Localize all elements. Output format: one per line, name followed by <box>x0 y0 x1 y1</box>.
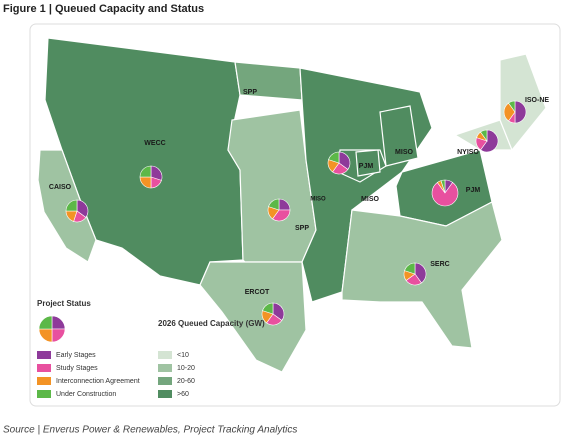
pie-wedge <box>431 182 459 207</box>
region-label: ISO-NE <box>525 97 549 104</box>
region-label: WECC <box>144 140 165 147</box>
legend-label: Early Stages <box>56 352 96 359</box>
region-label: ERCOT <box>245 289 270 296</box>
title: Figure 1 | Queued Capacity and Status <box>3 3 204 15</box>
legend-swatch <box>158 390 172 398</box>
legend-label: <10 <box>177 352 189 359</box>
legend-swatch <box>158 351 172 359</box>
legend-swatch <box>37 351 51 359</box>
region <box>499 53 547 152</box>
legend-label: Under Construction <box>56 391 116 398</box>
region-label: PJM <box>466 187 481 194</box>
legend-label: 10-20 <box>177 365 195 372</box>
pie-wedge <box>139 165 152 178</box>
pie-wedge <box>65 199 78 212</box>
source: Source | Enverus Power & Renewables, Pro… <box>3 425 297 436</box>
region <box>199 261 307 373</box>
region <box>355 149 381 177</box>
legend-label: Study Stages <box>56 365 98 372</box>
region-label: NYISO <box>457 149 479 156</box>
pie-wedge <box>508 100 516 113</box>
pie-wedge <box>514 100 527 124</box>
legend-label: Interconnection Agreement <box>56 378 140 385</box>
legend-swatch <box>158 377 172 385</box>
pie-wedge <box>268 198 280 211</box>
legend-swatch <box>158 364 172 372</box>
pie-wedge <box>262 302 274 315</box>
region-label: MISO <box>310 197 326 203</box>
capacity-legend-title: 2026 Queued Capacity (GW) <box>158 319 265 328</box>
region-label: SPP <box>243 89 257 96</box>
legend-label: 20-60 <box>177 378 195 385</box>
pie-wedge <box>440 179 446 194</box>
pie-wedge <box>480 129 488 142</box>
region-label: CAISO <box>49 184 72 191</box>
region-label: SPP <box>295 225 309 232</box>
region-label: SERC <box>430 261 449 268</box>
pie-wedge <box>414 262 427 284</box>
legend-swatch <box>37 364 51 372</box>
legend-label: >60 <box>177 391 189 398</box>
region-label: PJM <box>359 163 374 170</box>
region-label: MISO <box>361 196 379 203</box>
pie-wedge <box>480 129 499 153</box>
pie-wedge <box>404 262 416 275</box>
pie-wedge <box>272 302 285 321</box>
status-legend-title: Project Status <box>37 299 91 308</box>
legend-pie-wedge <box>38 315 53 330</box>
pie-wedge <box>76 199 89 218</box>
region <box>379 105 419 167</box>
legend-swatch <box>37 390 51 398</box>
pie-wedge <box>328 151 340 164</box>
pie-wedge <box>272 209 291 222</box>
legend-swatch <box>37 377 51 385</box>
region-label: MISO <box>395 149 413 156</box>
pie-wedge <box>338 151 351 170</box>
